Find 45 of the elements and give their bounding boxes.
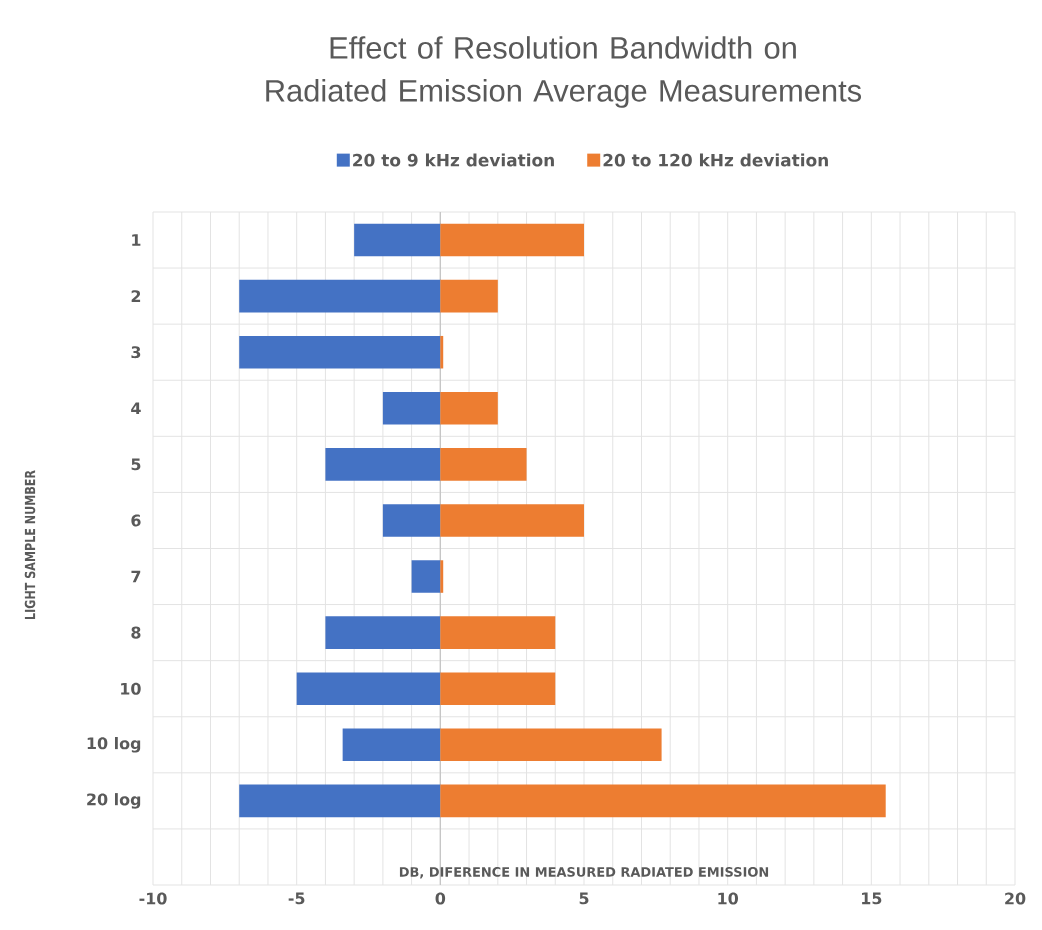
bar — [440, 279, 498, 313]
bar — [411, 560, 441, 593]
y-tick-label: 1 — [132, 234, 141, 246]
bar — [440, 672, 556, 705]
x-tick-label: -10 — [139, 892, 167, 905]
bar — [382, 392, 441, 425]
y-tick-label: 2 — [131, 290, 141, 303]
bar — [440, 448, 527, 481]
y-tick-label: 10 log — [87, 737, 141, 753]
x-tick-label: 5 — [579, 892, 589, 905]
y-tick-label: 20 log — [87, 793, 141, 809]
y-axis-title: LIGHT SAMPLE NUMBER — [24, 470, 36, 619]
bar — [440, 616, 556, 649]
bar — [239, 279, 441, 313]
y-tick-label: 7 — [131, 570, 141, 583]
x-tick-label: 0 — [435, 892, 446, 905]
bar — [239, 784, 441, 818]
x-tick-label: 15 — [862, 892, 882, 905]
legend-label: 20 to 9 kHz deviation — [353, 153, 554, 167]
bar — [325, 448, 441, 481]
bar — [440, 784, 886, 818]
x-tick-label: -5 — [288, 892, 305, 905]
bar — [440, 728, 662, 762]
y-tick-label: 10 — [121, 682, 141, 695]
x-tick-label: 10 — [718, 892, 739, 905]
bar — [342, 728, 441, 762]
y-tick-label: 4 — [131, 402, 141, 415]
y-tick-label: 6 — [131, 514, 141, 527]
legend-label: 20 to 120 kHz deviation — [603, 153, 828, 167]
bar — [239, 335, 441, 369]
y-tick-label: 8 — [131, 626, 141, 639]
y-tick-label: 3 — [131, 346, 141, 359]
bar — [440, 392, 498, 425]
bar — [354, 223, 441, 257]
bar — [440, 560, 444, 593]
bar — [440, 335, 444, 369]
x-tick-label: 20 — [1005, 892, 1026, 905]
bar — [296, 672, 441, 705]
x-axis-title: DB, DIFERENCE IN MEASURED RADIATED EMISSION — [399, 867, 769, 879]
chart-title: Effect of Resolution Bandwidth on Radiated Emission Average Measurements — [266, 36, 862, 108]
bar — [440, 504, 585, 537]
y-tick-label: 5 — [131, 458, 141, 471]
bar — [325, 616, 441, 649]
bar — [382, 504, 441, 537]
bar — [440, 223, 585, 257]
